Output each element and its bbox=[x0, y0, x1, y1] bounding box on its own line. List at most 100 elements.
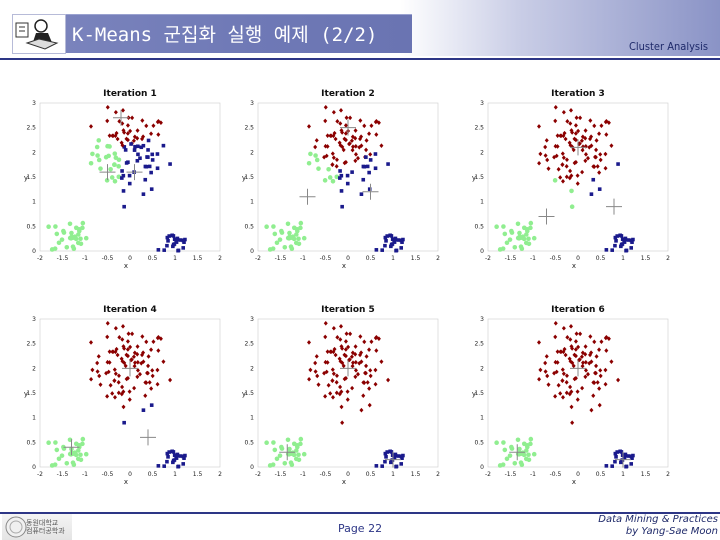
data-point bbox=[564, 164, 569, 169]
data-point bbox=[316, 166, 321, 171]
data-point bbox=[393, 452, 398, 457]
data-point bbox=[567, 356, 572, 362]
data-point bbox=[580, 134, 585, 140]
data-point bbox=[322, 178, 328, 183]
data-point bbox=[564, 174, 569, 180]
data-point bbox=[115, 352, 120, 358]
data-point bbox=[298, 220, 304, 226]
data-point bbox=[562, 130, 567, 136]
data-point bbox=[333, 136, 338, 142]
data-point bbox=[364, 138, 369, 143]
university-name: 동원대학교 bbox=[26, 519, 59, 527]
data-point bbox=[397, 454, 401, 458]
data-point bbox=[298, 436, 304, 442]
data-point bbox=[150, 368, 155, 373]
data-point bbox=[78, 236, 83, 242]
y-axis-label: y bbox=[24, 174, 28, 182]
data-point bbox=[135, 158, 140, 163]
data-point bbox=[504, 240, 510, 246]
x-tick-label: -1.5 bbox=[505, 255, 517, 262]
data-point bbox=[156, 464, 161, 468]
data-point bbox=[594, 147, 599, 153]
x-axis-label: x bbox=[124, 262, 128, 270]
data-point bbox=[389, 458, 394, 463]
data-point bbox=[374, 118, 379, 124]
data-point bbox=[518, 235, 524, 240]
data-point bbox=[285, 437, 291, 443]
data-point bbox=[569, 389, 574, 395]
data-point bbox=[630, 456, 634, 460]
y-tick-label: 0 bbox=[250, 464, 254, 471]
data-point bbox=[400, 240, 404, 244]
y-tick-label: 0.5 bbox=[26, 439, 36, 446]
title-banner bbox=[12, 14, 412, 53]
data-point bbox=[521, 441, 527, 447]
y-tick-label: 1 bbox=[250, 415, 254, 422]
data-point bbox=[369, 339, 374, 345]
data-point bbox=[573, 159, 578, 165]
department-name: 컴퓨터공학과 bbox=[26, 527, 65, 535]
data-point bbox=[325, 133, 330, 138]
data-point bbox=[122, 204, 126, 209]
data-point bbox=[64, 244, 70, 250]
data-point bbox=[518, 460, 524, 465]
data-point bbox=[149, 131, 154, 136]
data-point bbox=[359, 359, 364, 365]
data-point bbox=[110, 133, 115, 139]
y-tick-label: 0.5 bbox=[244, 223, 254, 230]
data-point bbox=[165, 235, 170, 240]
data-point bbox=[165, 243, 169, 248]
data-point bbox=[528, 436, 534, 442]
plot-frame bbox=[39, 318, 221, 468]
data-point bbox=[573, 353, 578, 359]
data-point bbox=[616, 377, 621, 383]
data-point bbox=[526, 236, 531, 242]
data-point bbox=[129, 142, 133, 146]
data-point bbox=[322, 370, 327, 376]
data-point bbox=[598, 152, 603, 157]
data-point bbox=[338, 176, 342, 180]
data-point bbox=[619, 234, 624, 238]
x-tick-label: -0.5 bbox=[550, 255, 562, 262]
data-point bbox=[599, 123, 604, 129]
data-point bbox=[580, 169, 585, 175]
data-point bbox=[569, 173, 574, 179]
data-point bbox=[594, 354, 599, 359]
data-point bbox=[324, 153, 329, 159]
data-point bbox=[589, 407, 594, 413]
data-point bbox=[333, 352, 338, 358]
data-point bbox=[369, 123, 374, 129]
x-tick-label: 1.5 bbox=[641, 471, 651, 478]
data-point bbox=[151, 339, 156, 345]
data-point bbox=[355, 371, 360, 377]
data-point bbox=[279, 230, 285, 235]
data-point bbox=[314, 157, 320, 163]
data-point bbox=[70, 244, 76, 249]
data-point bbox=[358, 334, 363, 339]
data-point bbox=[603, 381, 608, 387]
data-point bbox=[361, 177, 366, 182]
data-point bbox=[146, 354, 151, 359]
data-point bbox=[353, 128, 358, 133]
data-point bbox=[339, 344, 344, 349]
x-tick-label: -0.5 bbox=[550, 471, 562, 478]
data-point bbox=[364, 155, 368, 159]
y-tick-label: 2 bbox=[250, 149, 254, 156]
data-point bbox=[610, 248, 615, 252]
data-point bbox=[127, 173, 132, 178]
data-point bbox=[313, 360, 318, 366]
data-point bbox=[364, 147, 369, 153]
data-point bbox=[569, 204, 575, 210]
data-point bbox=[573, 347, 578, 352]
data-point bbox=[350, 363, 355, 369]
data-point bbox=[175, 236, 180, 241]
course-name: Data Mining & Practices bbox=[598, 514, 718, 525]
data-point bbox=[564, 157, 569, 163]
data-point bbox=[80, 225, 85, 231]
data-point bbox=[90, 367, 95, 373]
data-point bbox=[114, 346, 119, 352]
data-point bbox=[96, 138, 102, 143]
data-point bbox=[580, 350, 585, 356]
data-point bbox=[368, 368, 373, 373]
data-point bbox=[598, 157, 603, 163]
